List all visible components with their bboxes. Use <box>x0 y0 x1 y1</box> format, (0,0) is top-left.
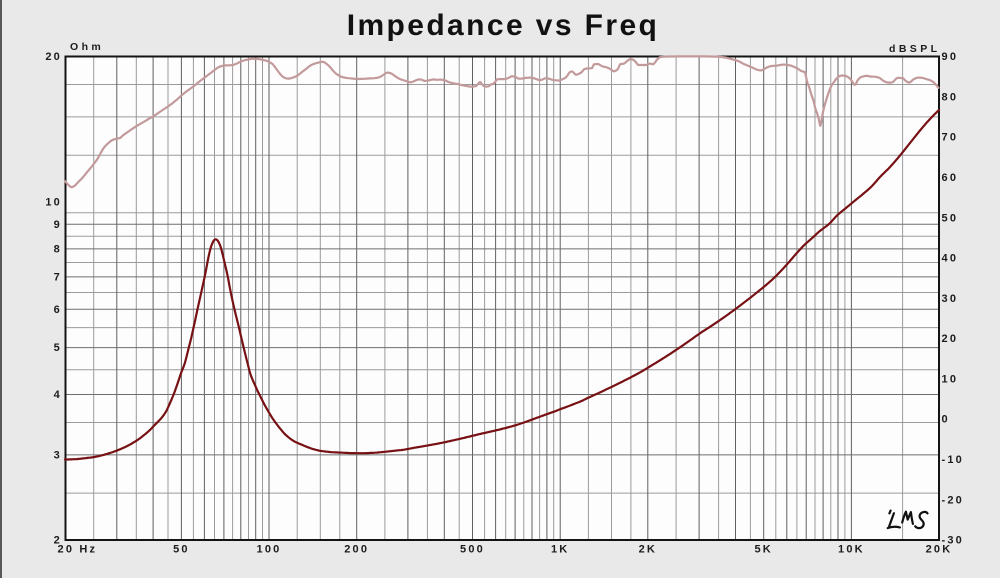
svg-text:5: 5 <box>54 342 62 354</box>
svg-text:20: 20 <box>942 333 959 345</box>
svg-text:9: 9 <box>54 219 62 231</box>
svg-text:40: 40 <box>942 253 959 265</box>
svg-text:10: 10 <box>45 197 62 209</box>
svg-text:20: 20 <box>45 51 62 63</box>
svg-text:30: 30 <box>942 293 959 305</box>
svg-text:dBSPL: dBSPL <box>889 43 940 55</box>
svg-text:7: 7 <box>54 272 62 284</box>
svg-text:3: 3 <box>54 450 62 462</box>
svg-text:5K: 5K <box>754 544 772 556</box>
svg-text:Ohm: Ohm <box>70 41 104 53</box>
svg-text:80: 80 <box>942 91 959 103</box>
svg-text:50: 50 <box>173 544 190 556</box>
svg-text:20K: 20K <box>926 544 953 556</box>
svg-text:10K: 10K <box>838 544 865 556</box>
svg-text:2K: 2K <box>639 544 657 556</box>
svg-text:200: 200 <box>344 544 369 556</box>
svg-text:500: 500 <box>460 544 485 556</box>
svg-text:-20: -20 <box>942 494 965 506</box>
svg-text:-30: -30 <box>942 535 965 547</box>
svg-text:10: 10 <box>942 373 959 385</box>
svg-text:8: 8 <box>54 244 62 256</box>
svg-text:4: 4 <box>54 389 62 401</box>
svg-text:20 Hz: 20 Hz <box>58 544 98 556</box>
svg-text:1K: 1K <box>551 544 569 556</box>
svg-text:0: 0 <box>942 414 950 426</box>
svg-text:2: 2 <box>54 535 62 547</box>
svg-text:90: 90 <box>942 51 959 63</box>
svg-text:70: 70 <box>942 132 959 144</box>
svg-text:100: 100 <box>257 544 282 556</box>
svg-text:50: 50 <box>942 212 959 224</box>
svg-text:60: 60 <box>942 172 959 184</box>
svg-text:6: 6 <box>54 304 62 316</box>
svg-text:Impedance vs Freq: Impedance vs Freq <box>347 9 660 42</box>
svg-text:-10: -10 <box>942 454 965 466</box>
